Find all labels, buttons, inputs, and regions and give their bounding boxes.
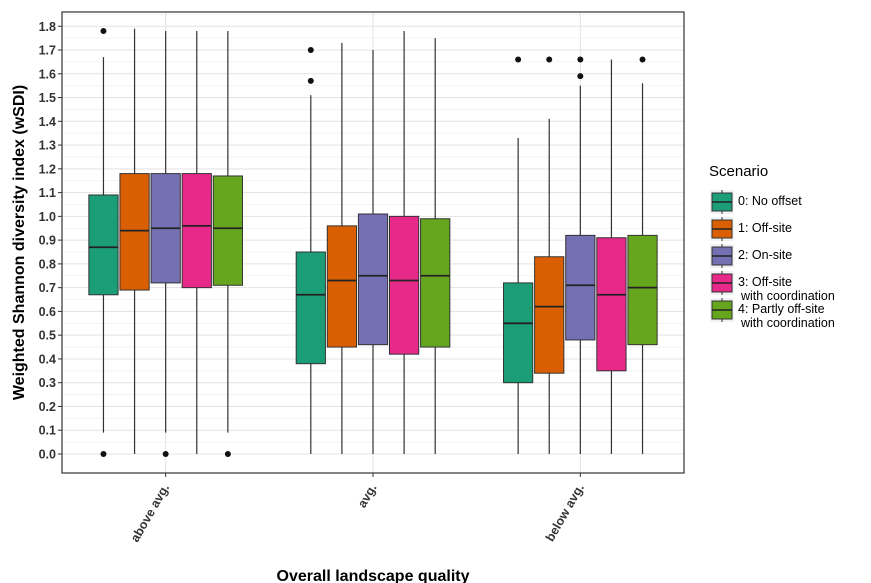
y-tick-label: 0.9	[39, 234, 56, 248]
box	[503, 282, 534, 384]
box	[181, 173, 212, 289]
x-axis-title: Overall landscape quality	[277, 568, 470, 583]
y-tick-label: 1.5	[39, 91, 56, 105]
box	[119, 173, 150, 291]
legend-label: 4: Partly off-site	[738, 302, 825, 316]
outlier-point	[307, 77, 314, 84]
outlier-point	[546, 56, 553, 63]
y-tick-label: 1.1	[39, 186, 56, 200]
box	[388, 215, 420, 355]
outlier-point	[577, 56, 584, 63]
legend-entry-2: 2: On-site	[710, 244, 792, 268]
box	[295, 251, 326, 365]
y-tick-label: 0.1	[39, 424, 56, 438]
y-axis: 0.0 0.1 0.2 0.3 0.4 0.5 0.6 0.7 0.8 0.9 1.0 1.1 1.2 1…	[39, 20, 62, 461]
box	[534, 256, 565, 374]
outlier-point	[307, 47, 314, 54]
box	[627, 234, 658, 346]
y-axis-title: Weighted Shannon diversity index (wSDI)	[11, 85, 28, 400]
legend: Scenario 0: No offset 1: Off-site 2: On-si…	[709, 163, 835, 330]
box-group-2	[503, 56, 658, 454]
legend-label: 3: Off-site	[738, 275, 792, 289]
box	[357, 213, 389, 346]
y-tick-label: 0.0	[39, 447, 56, 461]
y-tick-label: 0.5	[39, 329, 56, 343]
outlier-point	[515, 56, 522, 63]
box	[596, 237, 627, 372]
y-tick-label: 0.3	[39, 376, 56, 390]
legend-label: 1: Off-site	[738, 221, 792, 235]
legend-title: Scenario	[709, 163, 768, 180]
legend-label: 0: No offset	[738, 194, 802, 208]
y-tick-label: 0.2	[39, 400, 56, 414]
outlier-point	[100, 450, 107, 457]
y-tick-label: 0.6	[39, 305, 56, 319]
legend-entry-1: 1: Off-site	[710, 217, 792, 241]
outlier-point	[100, 28, 107, 35]
outlier-point	[224, 450, 231, 457]
y-tick-label: 1.8	[39, 20, 56, 34]
box	[420, 218, 451, 348]
box-group-1	[295, 31, 451, 454]
box	[88, 194, 119, 296]
box	[565, 234, 596, 341]
y-tick-label: 1.2	[39, 162, 56, 176]
box	[212, 175, 243, 286]
y-tick-label: 1.4	[39, 115, 56, 129]
y-tick-label: 0.8	[39, 257, 56, 271]
y-tick-label: 1.6	[39, 67, 56, 81]
y-tick-label: 1.7	[39, 44, 56, 58]
y-tick-label: 1.3	[39, 139, 56, 153]
box	[326, 225, 358, 348]
box-group-0	[88, 28, 243, 457]
y-tick-label: 1.0	[39, 210, 56, 224]
legend-label: 2: On-site	[738, 248, 792, 262]
y-tick-label: 0.7	[39, 281, 56, 295]
outlier-point	[577, 73, 584, 80]
legend-label: with coordination	[740, 316, 835, 330]
legend-label: with coordination	[740, 289, 835, 303]
outlier-point	[162, 450, 169, 457]
outlier-point	[639, 56, 646, 63]
legend-entry-0: 0: No offset	[710, 190, 802, 214]
y-tick-label: 0.4	[39, 352, 56, 366]
box-groups	[88, 28, 658, 457]
